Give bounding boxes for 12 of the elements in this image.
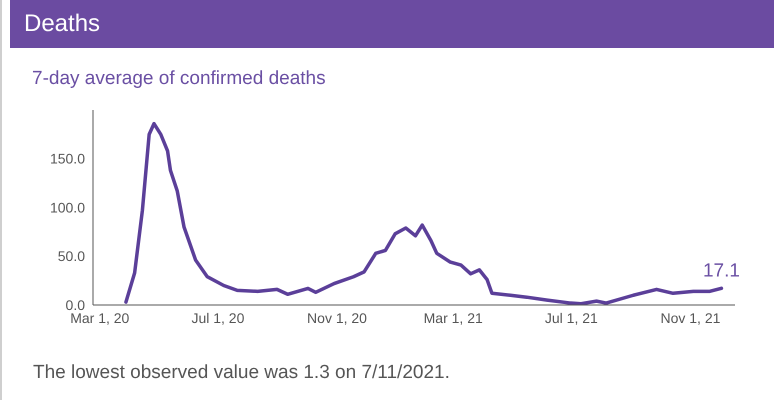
- y-tick-label: 100.0: [50, 199, 86, 216]
- x-tick-label: Nov 1, 20: [307, 310, 368, 326]
- text: The lowest observed value was 1.3 on 7/11/2021.: [33, 362, 450, 384]
- x-tick-label: Jul 1, 20: [191, 310, 245, 326]
- chart-title: Deaths: [10, 0, 774, 48]
- x-tick-label: Jul 1, 21: [544, 310, 598, 326]
- chart-subtitle: 7-day average of confirmed deaths: [32, 68, 326, 90]
- y-tick-label: 150.0: [50, 150, 86, 167]
- x-tick-label: Nov 1, 21: [660, 310, 721, 326]
- y-tick-label: 50.0: [58, 248, 86, 264]
- annotation: 17.1: [702, 260, 740, 282]
- x-tick-label: Mar 1, 21: [424, 310, 483, 326]
